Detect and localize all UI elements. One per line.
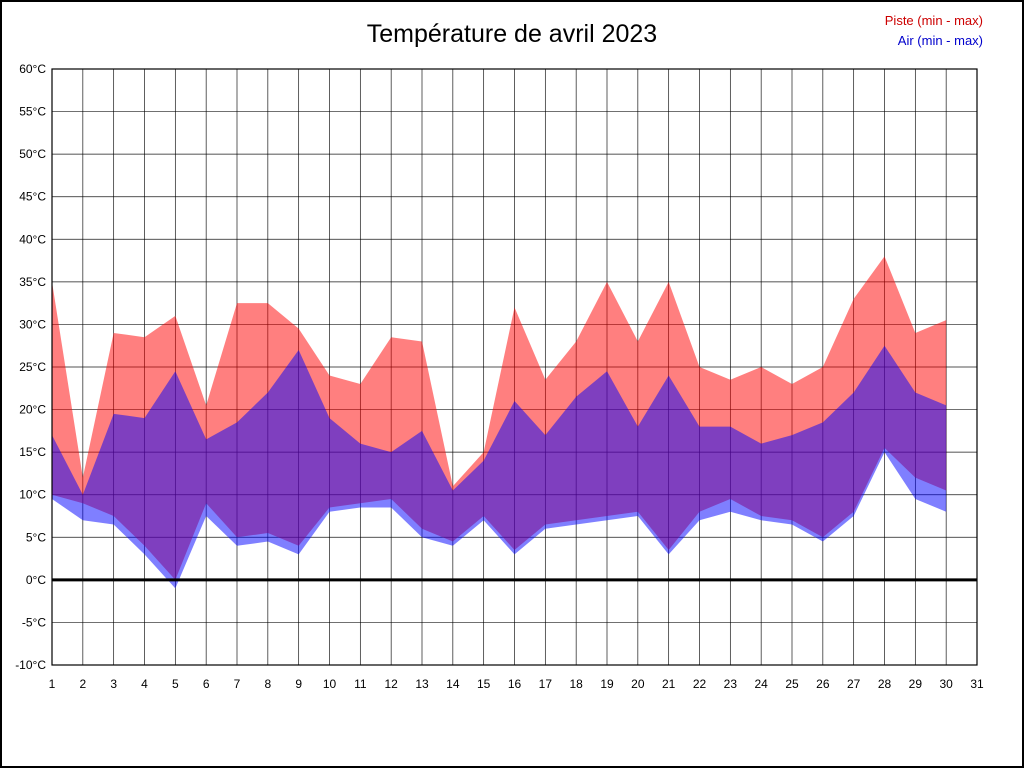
x-tick-label: 12: [384, 677, 398, 691]
x-tick-label: 30: [939, 677, 953, 691]
y-tick-label: 25°C: [19, 360, 46, 374]
x-tick-label: 6: [203, 677, 210, 691]
x-tick-label: 10: [323, 677, 337, 691]
x-tick-label: 9: [295, 677, 302, 691]
y-tick-label: -10°C: [15, 658, 46, 672]
y-tick-label: 45°C: [19, 190, 46, 204]
x-tick-label: 11: [354, 677, 367, 691]
y-tick-label: -5°C: [22, 615, 46, 629]
x-tick-label: 25: [785, 677, 799, 691]
y-tick-label: 30°C: [19, 317, 46, 331]
x-tick-label: 26: [816, 677, 830, 691]
x-tick-label: 5: [172, 677, 179, 691]
legend: Piste (min - max) Air (min - max): [885, 11, 983, 51]
y-tick-label: 55°C: [19, 105, 46, 119]
plot-border: [51, 68, 978, 666]
x-tick-label: 16: [508, 677, 522, 691]
y-tick-label: 20°C: [19, 403, 46, 417]
legend-item-air: Air (min - max): [897, 33, 983, 48]
x-tick-label: 15: [477, 677, 491, 691]
x-tick-label: 7: [234, 677, 241, 691]
x-tick-label: 29: [909, 677, 923, 691]
chart-title: Température de avril 2023: [366, 20, 658, 48]
x-tick-label: 31: [970, 677, 984, 691]
x-tick-label: 18: [569, 677, 583, 691]
y-tick-label: 5°C: [26, 530, 46, 544]
x-tick-label: 22: [693, 677, 707, 691]
x-tick-label: 17: [539, 677, 553, 691]
y-tick-label: 35°C: [19, 275, 46, 289]
x-tick-label: 14: [446, 677, 460, 691]
x-tick-label: 19: [600, 677, 614, 691]
y-tick-label: 40°C: [19, 232, 46, 246]
y-tick-label: 15°C: [19, 445, 46, 459]
x-tick-label: 21: [662, 677, 676, 691]
y-tick-label: 60°C: [19, 62, 46, 76]
y-tick-label: 0°C: [26, 573, 46, 587]
x-tick-label: 27: [847, 677, 861, 691]
x-tick-label: 23: [724, 677, 738, 691]
air-minmax-band: [52, 345, 947, 589]
legend-item-piste: Piste (min - max): [884, 13, 983, 28]
x-tick-label: 13: [415, 677, 429, 691]
y-tick-label: 10°C: [19, 488, 46, 502]
x-tick-label: 8: [264, 677, 271, 691]
x-tick-label: 1: [49, 677, 56, 691]
x-tick-label: 24: [754, 677, 768, 691]
y-tick-label: 50°C: [19, 147, 46, 161]
x-tick-label: 28: [878, 677, 892, 691]
x-tick-label: 2: [79, 677, 86, 691]
x-tick-label: 20: [631, 677, 645, 691]
x-tick-label: 3: [110, 677, 117, 691]
x-tick-label: 4: [141, 677, 148, 691]
